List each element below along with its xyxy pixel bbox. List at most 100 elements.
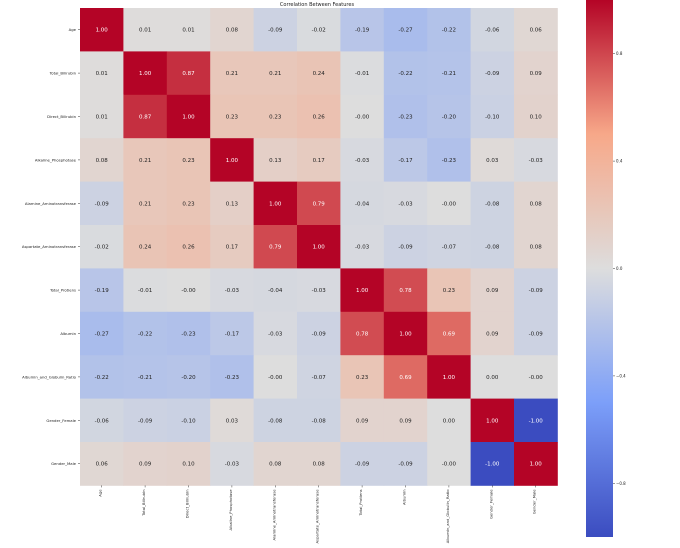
cell-value-label-8-7: 0.69: [399, 375, 412, 381]
heatmap-cell-1-0: [80, 51, 124, 96]
cell-value-label-0-3: 0.08: [226, 28, 239, 34]
cell-value-label-6-10: -0.09: [529, 288, 544, 294]
heatmap-cell-8-0: [80, 355, 124, 399]
heatmap-cell-8-5: [297, 355, 341, 399]
colorbar-tick-label-1: 0.4: [616, 159, 623, 164]
cell-value-label-7-2: -0.23: [181, 332, 196, 338]
cell-value-label-2-2: 1.00: [182, 115, 195, 121]
cell-value-label-8-2: -0.20: [181, 375, 196, 381]
heatmap-cell-3-1: [123, 138, 168, 182]
cell-value-label-8-1: -0.21: [138, 375, 152, 381]
cell-value-label-1-10: 0.09: [530, 71, 543, 77]
heatmap-cell-9-0: [80, 398, 124, 443]
heatmap-cell-0-3: [210, 8, 254, 52]
cell-value-label-6-2: -0.00: [181, 288, 196, 294]
cell-value-label-6-3: -0.03: [225, 288, 240, 294]
x-tick-label-albumin-and-globulin-ratio: Albumin_and_Globulin_Ratio: [445, 489, 450, 544]
cell-value-label-10-8: -0.00: [442, 462, 457, 468]
cell-value-label-5-7: -0.09: [398, 245, 413, 251]
heatmap-cell-3-3: [210, 138, 254, 182]
cell-value-label-1-3: 0.21: [226, 71, 238, 77]
cell-value-label-5-0: -0.02: [95, 245, 109, 251]
heatmap-cell-8-7: [383, 355, 428, 399]
cell-value-label-8-10: -0.00: [529, 375, 544, 381]
heatmap-cell-9-6: [340, 398, 385, 443]
cell-value-label-0-5: -0.02: [312, 28, 326, 34]
x-tick-label-alamine-aminotransferase: Alamine_Aminotransferase: [271, 489, 276, 541]
cell-value-label-2-1: 0.87: [139, 115, 152, 121]
heatmap-cell-10-7: [383, 442, 428, 486]
heatmap-cell-6-4: [253, 268, 298, 313]
cell-value-label-0-9: -0.06: [485, 28, 500, 34]
cell-value-label-4-0: -0.09: [95, 201, 110, 207]
cell-value-label-3-4: 0.13: [269, 158, 282, 164]
heatmap-cell-9-8: [427, 398, 471, 443]
cell-value-label-4-7: -0.03: [398, 201, 413, 207]
cell-value-label-0-6: -0.19: [355, 28, 370, 34]
cell-value-label-8-6: 0.23: [356, 375, 369, 381]
heatmap-cell-8-8: [427, 355, 471, 399]
heatmap-cell-5-4: [253, 225, 298, 269]
cell-value-label-9-7: 0.09: [399, 418, 412, 424]
heatmap-cell-2-8: [427, 94, 471, 139]
heatmap-cell-7-3: [210, 311, 254, 356]
heatmap-cell-4-3: [210, 181, 254, 226]
cell-value-label-3-2: 0.23: [182, 158, 195, 164]
heatmap-cell-1-5: [297, 51, 341, 96]
heatmap-cell-5-9: [470, 225, 515, 269]
heatmap-cell-7-9: [470, 311, 515, 356]
cell-value-label-2-10: 0.10: [530, 115, 543, 121]
cell-value-label-9-2: -0.10: [181, 418, 196, 424]
heatmap-cell-0-2: [166, 8, 211, 52]
cell-value-label-2-6: -0.00: [355, 115, 370, 121]
heatmap-cell-9-5: [297, 398, 341, 443]
cell-value-label-7-4: -0.03: [268, 332, 283, 338]
heatmap-cell-7-4: [253, 311, 298, 356]
cell-value-label-5-6: -0.03: [355, 245, 370, 251]
cell-value-label-5-8: -0.07: [442, 245, 457, 251]
heatmap-cell-6-2: [166, 268, 211, 313]
heatmap-cell-8-2: [166, 355, 211, 399]
cell-value-label-10-5: 0.08: [313, 462, 326, 468]
cell-value-label-3-8: -0.23: [442, 158, 457, 164]
cell-value-label-9-9: 1.00: [486, 418, 499, 424]
cell-value-label-2-3: 0.23: [226, 115, 239, 121]
heatmap-cell-0-0: [80, 8, 124, 52]
heatmap-cell-6-8: [427, 268, 471, 313]
cell-value-label-4-3: 0.13: [226, 201, 239, 207]
y-tick-label-alkaline-phosphotase: Alkaline_Phosphotase: [35, 157, 77, 162]
cell-value-label-1-8: -0.21: [442, 71, 456, 77]
heatmap-cell-9-4: [253, 398, 298, 443]
heatmap-cell-0-4: [253, 8, 298, 52]
cell-value-label-8-5: -0.07: [312, 375, 327, 381]
heatmap-cell-7-0: [80, 311, 124, 356]
x-tick-label-aspartate-aminotransferase: Aspartate_Aminotransferase: [315, 489, 320, 544]
y-tick-label-gender-male: Gender_Male: [51, 461, 77, 466]
heatmap-cell-3-9: [470, 138, 515, 182]
cell-value-label-10-6: -0.09: [355, 462, 370, 468]
cell-value-label-8-0: -0.22: [95, 375, 109, 381]
heatmap-cell-9-1: [123, 398, 168, 443]
cell-value-label-4-9: -0.08: [485, 201, 500, 207]
cell-value-label-6-6: 1.00: [356, 288, 369, 294]
cell-value-label-9-1: -0.09: [138, 418, 153, 424]
cell-value-label-2-0: 0.01: [96, 115, 108, 121]
heatmap-cell-2-5: [297, 94, 341, 139]
x-tick-label-direct-bilirubin: Direct_Bilirubin: [185, 489, 190, 518]
heatmap-cell-3-5: [297, 138, 341, 182]
cell-value-label-3-9: 0.03: [486, 158, 499, 164]
heatmap-cell-10-1: [123, 442, 168, 486]
heatmap-cell-3-2: [166, 138, 211, 182]
y-tick-label-direct-bilirubin: Direct_Bilirubin: [47, 114, 76, 119]
heatmap-cell-6-9: [470, 268, 515, 313]
heatmap-cell-0-6: [340, 8, 385, 52]
cell-value-label-10-10: 1.00: [530, 462, 543, 468]
cell-value-label-1-5: 0.24: [313, 71, 326, 77]
y-tick-label-age: Age: [69, 27, 77, 32]
heatmap-cell-4-0: [80, 181, 124, 226]
cell-value-label-3-10: -0.03: [529, 158, 544, 164]
colorbar-tick-label-4: −0.8: [616, 481, 626, 486]
cell-value-label-6-8: 0.23: [443, 288, 456, 294]
heatmap-cell-0-10: [514, 8, 558, 52]
heatmap-cell-7-7: [383, 311, 428, 356]
